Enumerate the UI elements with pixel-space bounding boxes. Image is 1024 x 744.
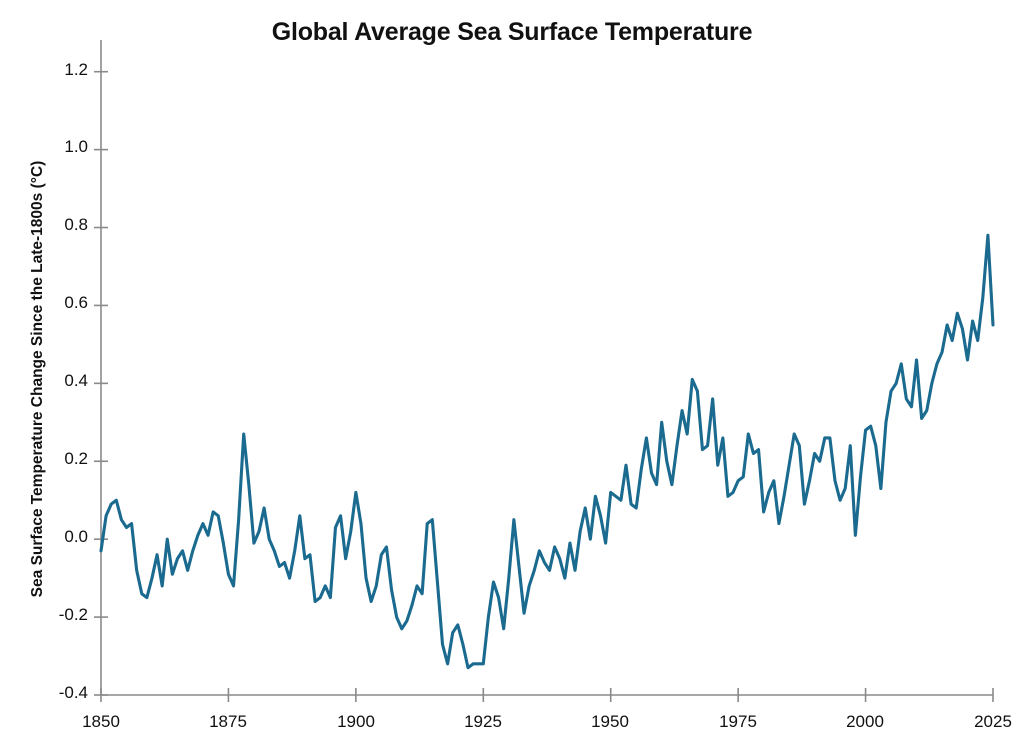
x-tick-label-1875: 1875	[209, 712, 247, 731]
y-tick-label-0-0: 0.0	[64, 527, 88, 546]
x-tick-label-2025: 2025	[974, 712, 1012, 731]
y-tick-label-neg-0-2: -0.2	[58, 605, 88, 624]
y-tick-label-0-6: 0.6	[64, 293, 88, 312]
x-tick-marks	[100, 688, 994, 702]
x-tick-label-1975: 1975	[719, 712, 757, 731]
x-tick-label-1850: 1850	[82, 712, 120, 731]
temperature-series-line	[99, 233, 995, 670]
y-tick-label-0-2: 0.2	[64, 449, 88, 468]
axis-group	[94, 40, 994, 702]
y-tick-label-1-0: 1.0	[64, 137, 88, 156]
y-tick-marks	[94, 70, 108, 696]
x-tick-label-1925: 1925	[464, 712, 502, 731]
x-tick-label-1950: 1950	[591, 712, 629, 731]
y-tick-label-0-8: 0.8	[64, 215, 88, 234]
y-tick-label-1-2: 1.2	[64, 60, 88, 79]
chart-title: Global Average Sea Surface Temperature	[271, 18, 753, 46]
x-tick-label-2000: 2000	[846, 712, 884, 731]
y-tick-label-neg-0-4: -0.4	[58, 683, 88, 702]
x-tick-label-1900: 1900	[337, 712, 375, 731]
y-tick-label-0-4: 0.4	[64, 371, 88, 390]
